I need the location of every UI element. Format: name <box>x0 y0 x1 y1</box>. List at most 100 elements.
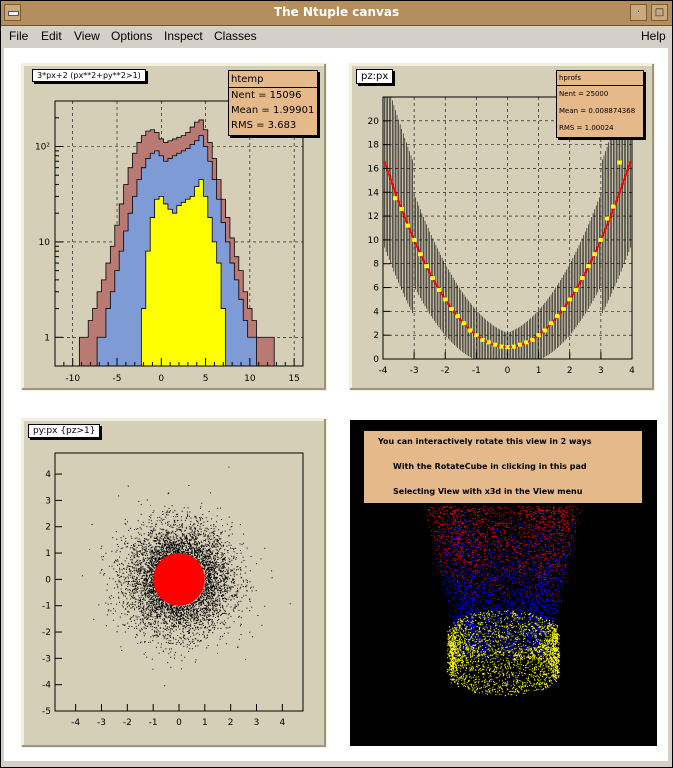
profile-point <box>437 287 442 292</box>
pad-title: 3*px+2 (px**2+py**2>1) <box>32 69 146 82</box>
profile-point <box>611 204 616 209</box>
histogram-inner <box>140 179 226 367</box>
x-tick-label: -4 <box>71 718 80 728</box>
y-tick-label: -3 <box>42 654 51 664</box>
profile-point <box>430 276 435 281</box>
stats-nent: Nent = 25000 <box>559 90 609 98</box>
scatter-plot: -4 -3 -2 -1 0 1 2 3 4 -5 -4 -3 -2 -1 0 1 2 3 4 <box>42 452 304 728</box>
menu-classes[interactable]: Classes <box>214 29 257 43</box>
menu-edit[interactable]: Edit <box>41 29 62 43</box>
window-menu-icon[interactable] <box>4 4 21 21</box>
y-tick-label: 18 <box>368 141 380 151</box>
instructions-box: You can interactively rotate this view i… <box>363 430 643 504</box>
title-bar[interactable]: The Ntuple canvas · □ <box>1 1 672 26</box>
profile-point <box>536 333 541 338</box>
profile-point <box>549 321 554 326</box>
y-tick-label: 20 <box>368 117 380 127</box>
pad-scatter[interactable]: -4 -3 -2 -1 0 1 2 3 4 -5 -4 -3 -2 -1 0 1 2 3 4 py:px {pz>1… <box>21 418 327 748</box>
x-tick-label: -3 <box>97 718 106 728</box>
pad-title: py:px {pz>1} <box>28 424 101 438</box>
x-tick-label: 1 <box>536 366 542 376</box>
x-tick-label: 1 <box>202 718 208 728</box>
x-tick-label: -1 <box>472 366 481 376</box>
menu-view[interactable]: View <box>74 29 100 43</box>
y-tick-label: 4 <box>45 470 51 480</box>
y-tick-label: 14 <box>368 188 380 198</box>
maximize-button[interactable]: □ <box>651 4 668 21</box>
stats-rms: RMS = 1.00024 <box>559 124 614 132</box>
profile-point <box>511 344 516 349</box>
y-tick-label: 3 <box>45 496 51 506</box>
y-tick-label: -1 <box>42 602 51 612</box>
profile-point <box>555 314 560 319</box>
x-tick-label: -1 <box>149 718 158 728</box>
profile-point <box>405 223 410 228</box>
profile-point <box>461 321 466 326</box>
instruction-line-1: You can interactively rotate this view i… <box>378 437 592 446</box>
y-tick-label: 4 <box>373 307 379 317</box>
y-tick-label: -2 <box>42 628 51 638</box>
x-tick-label: 3 <box>254 718 260 728</box>
x-tick-label: 2 <box>567 366 573 376</box>
profile-point <box>580 276 585 281</box>
profile-point <box>480 337 485 342</box>
stats-mean: Mean = 1.99901 <box>231 105 315 116</box>
profile-point <box>592 252 597 257</box>
stats-name: htemp <box>231 74 264 85</box>
menu-file[interactable]: File <box>9 29 29 43</box>
instruction-line-2: With the RotateCube in clicking in this … <box>393 462 587 471</box>
profile-point <box>499 344 504 349</box>
profile-point <box>393 196 398 201</box>
pad-profile[interactable]: -4 -3 -2 -1 0 1 2 3 4 0 2 4 6 8 10 12 14 16 18 20 pz:px hpr… <box>349 63 655 391</box>
stats-box: hprofs Nent = 25000 Mean = 0.008874368 R… <box>556 70 644 138</box>
stats-rms: RMS = 3.683 <box>231 120 297 131</box>
y-tick-label: 12 <box>368 212 379 222</box>
profile-point <box>505 345 510 350</box>
profile-point <box>424 264 429 269</box>
root-canvas[interactable]: -10 -5 0 5 10 15 1 10 10² 3*px+2 (px**2+py**2>1)… <box>4 48 668 761</box>
y-tick-label: -4 <box>42 681 51 691</box>
profile-point <box>486 340 491 345</box>
menu-inspect[interactable]: Inspect <box>164 29 203 43</box>
stats-nent: Nent = 15096 <box>231 90 302 101</box>
cube-3d-plot <box>427 501 583 697</box>
x-tick-label: 2 <box>228 718 234 728</box>
minimize-button[interactable]: · <box>630 4 647 21</box>
profile-point <box>598 237 603 242</box>
x-tick-label: -2 <box>441 366 450 376</box>
menu-help[interactable]: Help <box>641 29 666 43</box>
profile-point <box>517 342 522 347</box>
profile-point <box>530 337 535 342</box>
stats-name: hprofs <box>559 74 581 82</box>
instruction-line-3: Selecting View with x3d in the View menu <box>393 487 583 496</box>
pad-3d-view[interactable]: You can interactively rotate this view i… <box>350 420 657 746</box>
point-cloud-blue <box>434 503 578 660</box>
x-tick-label: 4 <box>279 718 285 728</box>
x-tick-label: -10 <box>65 374 80 384</box>
pad-histogram[interactable]: -10 -5 0 5 10 15 1 10 10² 3*px+2 (px**2+py**2>1)… <box>21 63 327 391</box>
point-cloud-red <box>427 501 583 607</box>
profile-point <box>418 252 423 257</box>
profile-point <box>474 333 479 338</box>
x-tick-label: 4 <box>629 366 635 376</box>
profile-point <box>561 306 566 311</box>
y-tick-label: 1 <box>45 549 51 559</box>
x-tick-label: 10 <box>244 374 256 384</box>
x-tick-label: -3 <box>410 366 419 376</box>
profile-point <box>449 306 454 311</box>
y-tick-label: 1 <box>44 333 50 343</box>
profile-point <box>443 297 448 302</box>
y-tick-label: 2 <box>373 331 379 341</box>
profile-point <box>412 237 417 242</box>
profile-point <box>573 287 578 292</box>
profile-point <box>399 206 404 211</box>
y-tick-label: 10 <box>368 236 380 246</box>
y-tick-label: 6 <box>373 284 379 294</box>
y-tick-label: 2 <box>45 523 51 533</box>
y-tick-label: 0 <box>45 575 51 585</box>
menu-options[interactable]: Options <box>111 29 153 43</box>
x-tick-label: -5 <box>113 374 122 384</box>
x-tick-label: 0 <box>505 366 511 376</box>
